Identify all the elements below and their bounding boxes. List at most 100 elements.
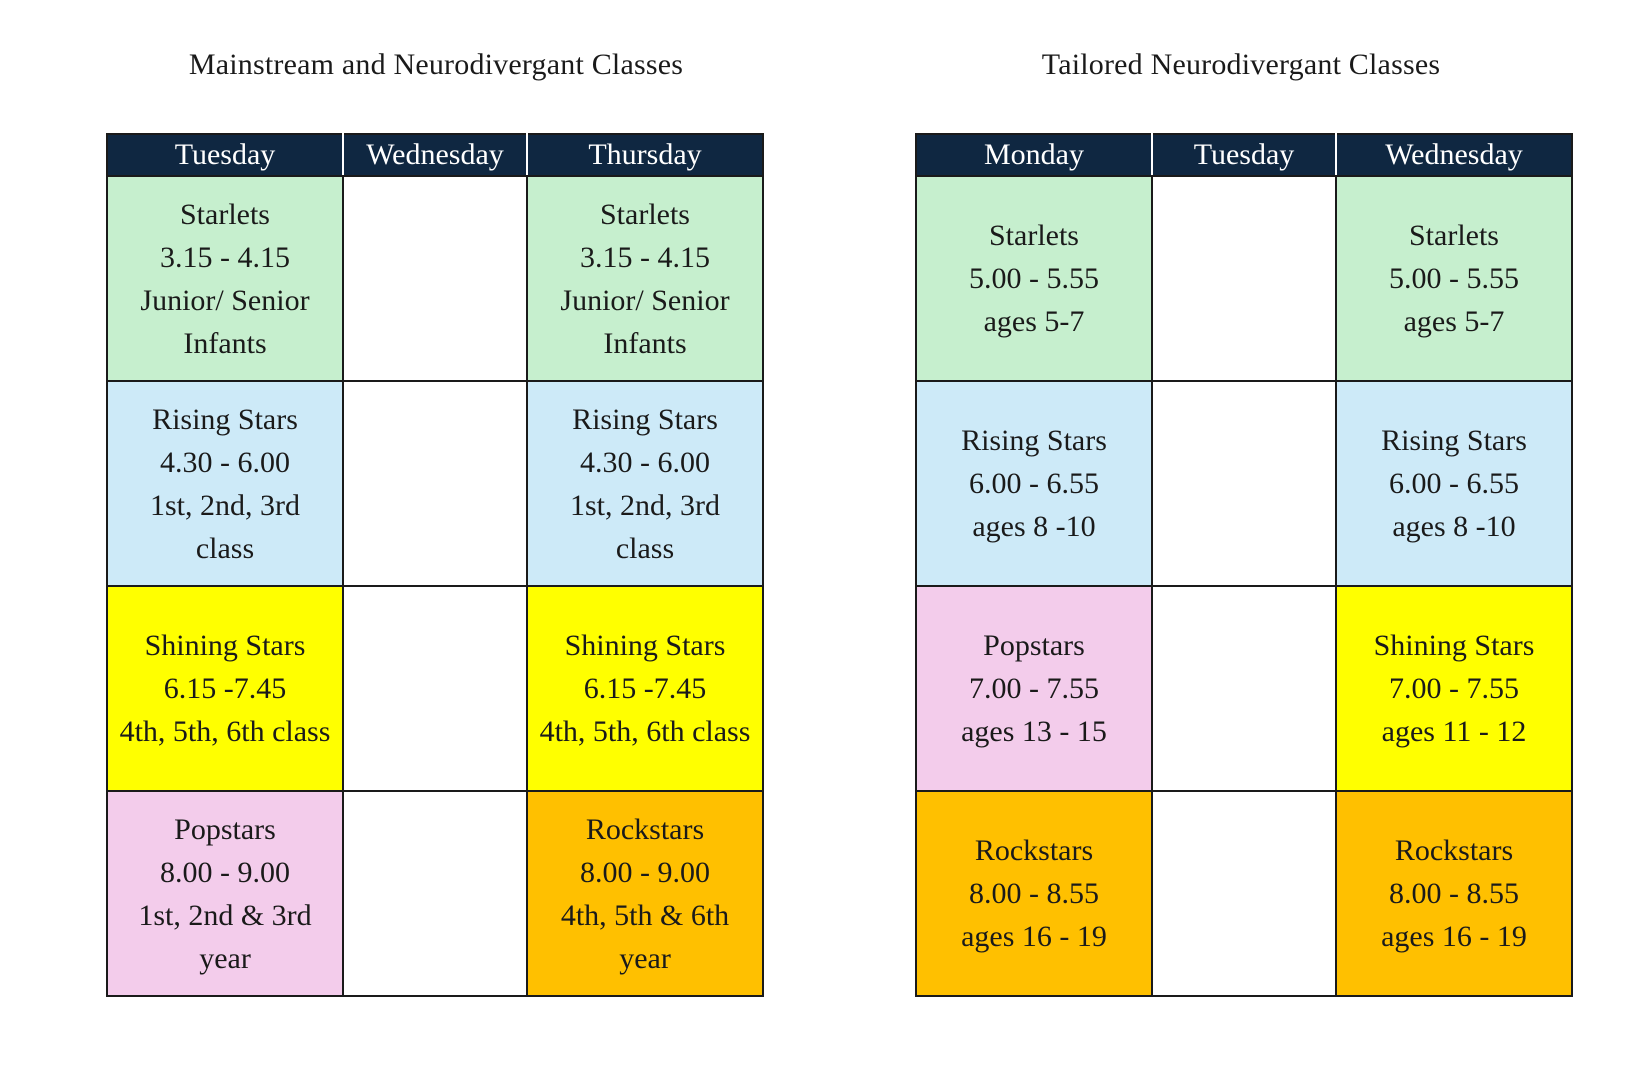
empty-cell — [342, 585, 528, 792]
class-info: Rockstars 8.00 - 8.55 ages 16 - 19 — [917, 829, 1151, 958]
class-group: 1st, 2nd & 3rd — [138, 898, 312, 932]
class-time: 5.00 - 5.55 — [1389, 262, 1519, 295]
class-info: Rising Stars 6.00 - 6.55 ages 8 -10 — [1337, 419, 1571, 548]
timetable-mainstream: Tuesday Wednesday Thursday Starlets 3.15 - … — [106, 133, 764, 997]
class-time: 6.15 -7.45 — [163, 672, 287, 705]
class-group-cont: year — [199, 941, 251, 975]
class-name: Rockstars — [974, 834, 1094, 867]
class-time: 5.00 - 5.55 — [969, 262, 1099, 295]
class-group: 1st, 2nd, 3rd — [150, 488, 300, 522]
class-time: 8.00 - 9.00 — [160, 855, 290, 889]
class-info: Starlets 3.15 - 4.15 Junior/ Senior Infants — [108, 193, 342, 365]
class-info: Rising Stars 4.30 - 6.00 1st, 2nd, 3rd clas… — [108, 398, 342, 570]
timetable-row: Rising Stars 6.00 - 6.55 ages 8 -10 Rising … — [915, 380, 1573, 587]
class-name: Shining Stars — [1373, 629, 1535, 662]
class-name: Shining Stars — [564, 629, 726, 662]
class-name: Rising Stars — [572, 402, 718, 436]
class-name: Rising Stars — [152, 402, 298, 436]
class-time: 4.30 - 6.00 — [580, 445, 710, 479]
empty-cell — [1151, 175, 1337, 382]
empty-cell — [1151, 380, 1337, 587]
class-group-cont: year — [619, 941, 671, 975]
class-name: Popstars — [983, 629, 1085, 662]
header-row: Monday Tuesday Wednesday — [915, 133, 1573, 177]
section-title-mainstream: Mainstream and Neurodivergant Classes — [188, 48, 684, 81]
class-group: ages 16 - 19 — [961, 920, 1107, 953]
class-group: ages 5-7 — [983, 305, 1085, 338]
class-name: Rising Stars — [961, 424, 1107, 457]
class-info: Rockstars 8.00 - 8.55 ages 16 - 19 — [1337, 829, 1571, 958]
timetable-row: Popstars 7.00 - 7.55 ages 13 - 15 Shining S… — [915, 585, 1573, 792]
class-cell: Rising Stars 6.00 - 6.55 ages 8 -10 — [915, 380, 1153, 587]
class-time: 8.00 - 8.55 — [1389, 877, 1519, 910]
day-header: Monday — [915, 133, 1153, 177]
empty-cell — [342, 790, 528, 997]
class-group-cont: Infants — [603, 326, 687, 360]
class-group: ages 16 - 19 — [1381, 920, 1527, 953]
class-info: Shining Stars 6.15 -7.45 4th, 5th, 6th cla… — [528, 624, 762, 753]
class-group: 4th, 5th & 6th — [560, 898, 730, 932]
class-time: 8.00 - 9.00 — [580, 855, 710, 889]
timetable-row: Shining Stars 6.15 -7.45 4th, 5th, 6th cla… — [106, 585, 764, 792]
class-info: Shining Stars 6.15 -7.45 4th, 5th, 6th cla… — [108, 624, 342, 753]
timetable-row: Rockstars 8.00 - 8.55 ages 16 - 19 Rockstar… — [915, 790, 1573, 997]
class-time: 7.00 - 7.55 — [1389, 672, 1519, 705]
section-title-tailored: Tailored Neurodivergant Classes — [1041, 48, 1441, 81]
class-time: 6.15 -7.45 — [583, 672, 707, 705]
class-time: 3.15 - 4.15 — [160, 240, 290, 274]
class-info: Popstars 7.00 - 7.55 ages 13 - 15 — [917, 624, 1151, 753]
class-group: ages 8 -10 — [972, 510, 1096, 543]
class-group: ages 11 - 12 — [1381, 715, 1527, 748]
class-time: 3.15 - 4.15 — [580, 240, 710, 274]
day-header: Thursday — [526, 133, 764, 177]
timetable-row: Starlets 5.00 - 5.55 ages 5-7 Starlets 5.00 … — [915, 175, 1573, 382]
class-group: 4th, 5th, 6th class — [119, 715, 331, 748]
class-time: 4.30 - 6.00 — [160, 445, 290, 479]
class-group-cont: class — [195, 531, 255, 565]
class-time: 6.00 - 6.55 — [969, 467, 1099, 500]
day-header: Wednesday — [342, 133, 528, 177]
class-group: 1st, 2nd, 3rd — [570, 488, 720, 522]
class-cell: Popstars 7.00 - 7.55 ages 13 - 15 — [915, 585, 1153, 792]
class-info: Popstars 8.00 - 9.00 1st, 2nd & 3rd year — [108, 808, 342, 980]
class-name: Starlets — [600, 197, 690, 231]
timetable-row: Starlets 3.15 - 4.15 Junior/ Senior Infants… — [106, 175, 764, 382]
class-cell: Rockstars 8.00 - 8.55 ages 16 - 19 — [1335, 790, 1573, 997]
class-cell: Starlets 3.15 - 4.15 Junior/ Senior Infants — [106, 175, 344, 382]
class-group: ages 5-7 — [1403, 305, 1505, 338]
timetable-row: Rising Stars 4.30 - 6.00 1st, 2nd, 3rd clas… — [106, 380, 764, 587]
class-info: Rising Stars 6.00 - 6.55 ages 8 -10 — [917, 419, 1151, 548]
timetable-row: Popstars 8.00 - 9.00 1st, 2nd & 3rd year Roc… — [106, 790, 764, 997]
class-group: Junior/ Senior — [140, 283, 310, 317]
class-name: Shining Stars — [144, 629, 306, 662]
class-name: Starlets — [180, 197, 270, 231]
class-cell: Starlets 5.00 - 5.55 ages 5-7 — [1335, 175, 1573, 382]
class-time: 6.00 - 6.55 — [1389, 467, 1519, 500]
class-cell: Shining Stars 7.00 - 7.55 ages 11 - 12 — [1335, 585, 1573, 792]
class-cell: Rising Stars 4.30 - 6.00 1st, 2nd, 3rd clas… — [106, 380, 344, 587]
day-header: Wednesday — [1335, 133, 1573, 177]
empty-cell — [342, 175, 528, 382]
class-group: 4th, 5th, 6th class — [539, 715, 751, 748]
class-info: Starlets 3.15 - 4.15 Junior/ Senior Infants — [528, 193, 762, 365]
class-group: ages 13 - 15 — [961, 715, 1107, 748]
class-info: Starlets 5.00 - 5.55 ages 5-7 — [1337, 214, 1571, 343]
timetable-tailored: Monday Tuesday Wednesday Starlets 5.00 - 5.… — [915, 133, 1573, 997]
class-time: 8.00 - 8.55 — [969, 877, 1099, 910]
class-name: Rockstars — [1394, 834, 1514, 867]
empty-cell — [1151, 585, 1337, 792]
class-cell: Shining Stars 6.15 -7.45 4th, 5th, 6th cla… — [106, 585, 344, 792]
day-header: Tuesday — [1151, 133, 1337, 177]
class-name: Starlets — [1409, 219, 1499, 252]
class-cell: Rising Stars 4.30 - 6.00 1st, 2nd, 3rd clas… — [526, 380, 764, 587]
class-cell: Starlets 5.00 - 5.55 ages 5-7 — [915, 175, 1153, 382]
class-cell: Starlets 3.15 - 4.15 Junior/ Senior Infants — [526, 175, 764, 382]
class-cell: Rockstars 8.00 - 9.00 4th, 5th & 6th year — [526, 790, 764, 997]
class-group: ages 8 -10 — [1392, 510, 1516, 543]
header-row: Tuesday Wednesday Thursday — [106, 133, 764, 177]
class-cell: Rising Stars 6.00 - 6.55 ages 8 -10 — [1335, 380, 1573, 587]
class-group-cont: class — [615, 531, 675, 565]
class-info: Rockstars 8.00 - 9.00 4th, 5th & 6th year — [528, 808, 762, 980]
day-header: Tuesday — [106, 133, 344, 177]
class-name: Popstars — [174, 812, 276, 846]
